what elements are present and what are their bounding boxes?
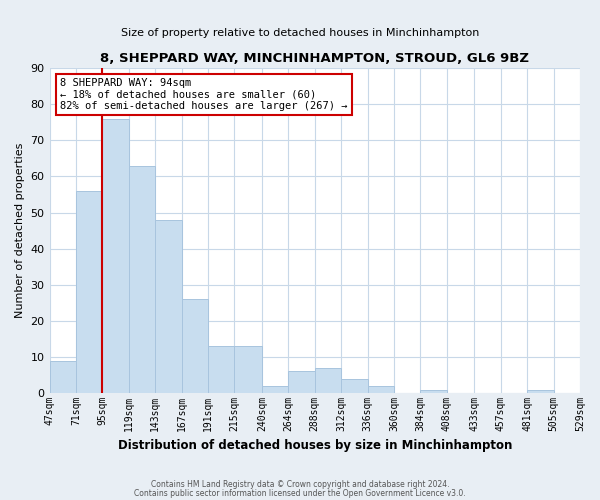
Bar bbox=[155, 220, 182, 393]
Bar bbox=[527, 390, 554, 393]
Bar bbox=[208, 346, 235, 393]
Bar bbox=[235, 346, 262, 393]
X-axis label: Distribution of detached houses by size in Minchinhampton: Distribution of detached houses by size … bbox=[118, 440, 512, 452]
Title: 8, SHEPPARD WAY, MINCHINHAMPTON, STROUD, GL6 9BZ: 8, SHEPPARD WAY, MINCHINHAMPTON, STROUD,… bbox=[100, 52, 529, 66]
Bar bbox=[76, 191, 103, 393]
Bar bbox=[289, 372, 315, 393]
Y-axis label: Number of detached properties: Number of detached properties bbox=[15, 143, 25, 318]
Bar bbox=[315, 368, 341, 393]
Bar bbox=[103, 118, 129, 393]
Text: Contains public sector information licensed under the Open Government Licence v3: Contains public sector information licen… bbox=[134, 488, 466, 498]
Text: 8 SHEPPARD WAY: 94sqm
← 18% of detached houses are smaller (60)
82% of semi-deta: 8 SHEPPARD WAY: 94sqm ← 18% of detached … bbox=[60, 78, 347, 111]
Bar bbox=[368, 386, 394, 393]
Text: Size of property relative to detached houses in Minchinhampton: Size of property relative to detached ho… bbox=[121, 28, 479, 38]
Bar bbox=[182, 299, 208, 393]
Bar bbox=[262, 386, 289, 393]
Bar bbox=[421, 390, 447, 393]
Text: Contains HM Land Registry data © Crown copyright and database right 2024.: Contains HM Land Registry data © Crown c… bbox=[151, 480, 449, 489]
Bar bbox=[129, 166, 155, 393]
Bar bbox=[341, 378, 368, 393]
Bar bbox=[50, 360, 76, 393]
